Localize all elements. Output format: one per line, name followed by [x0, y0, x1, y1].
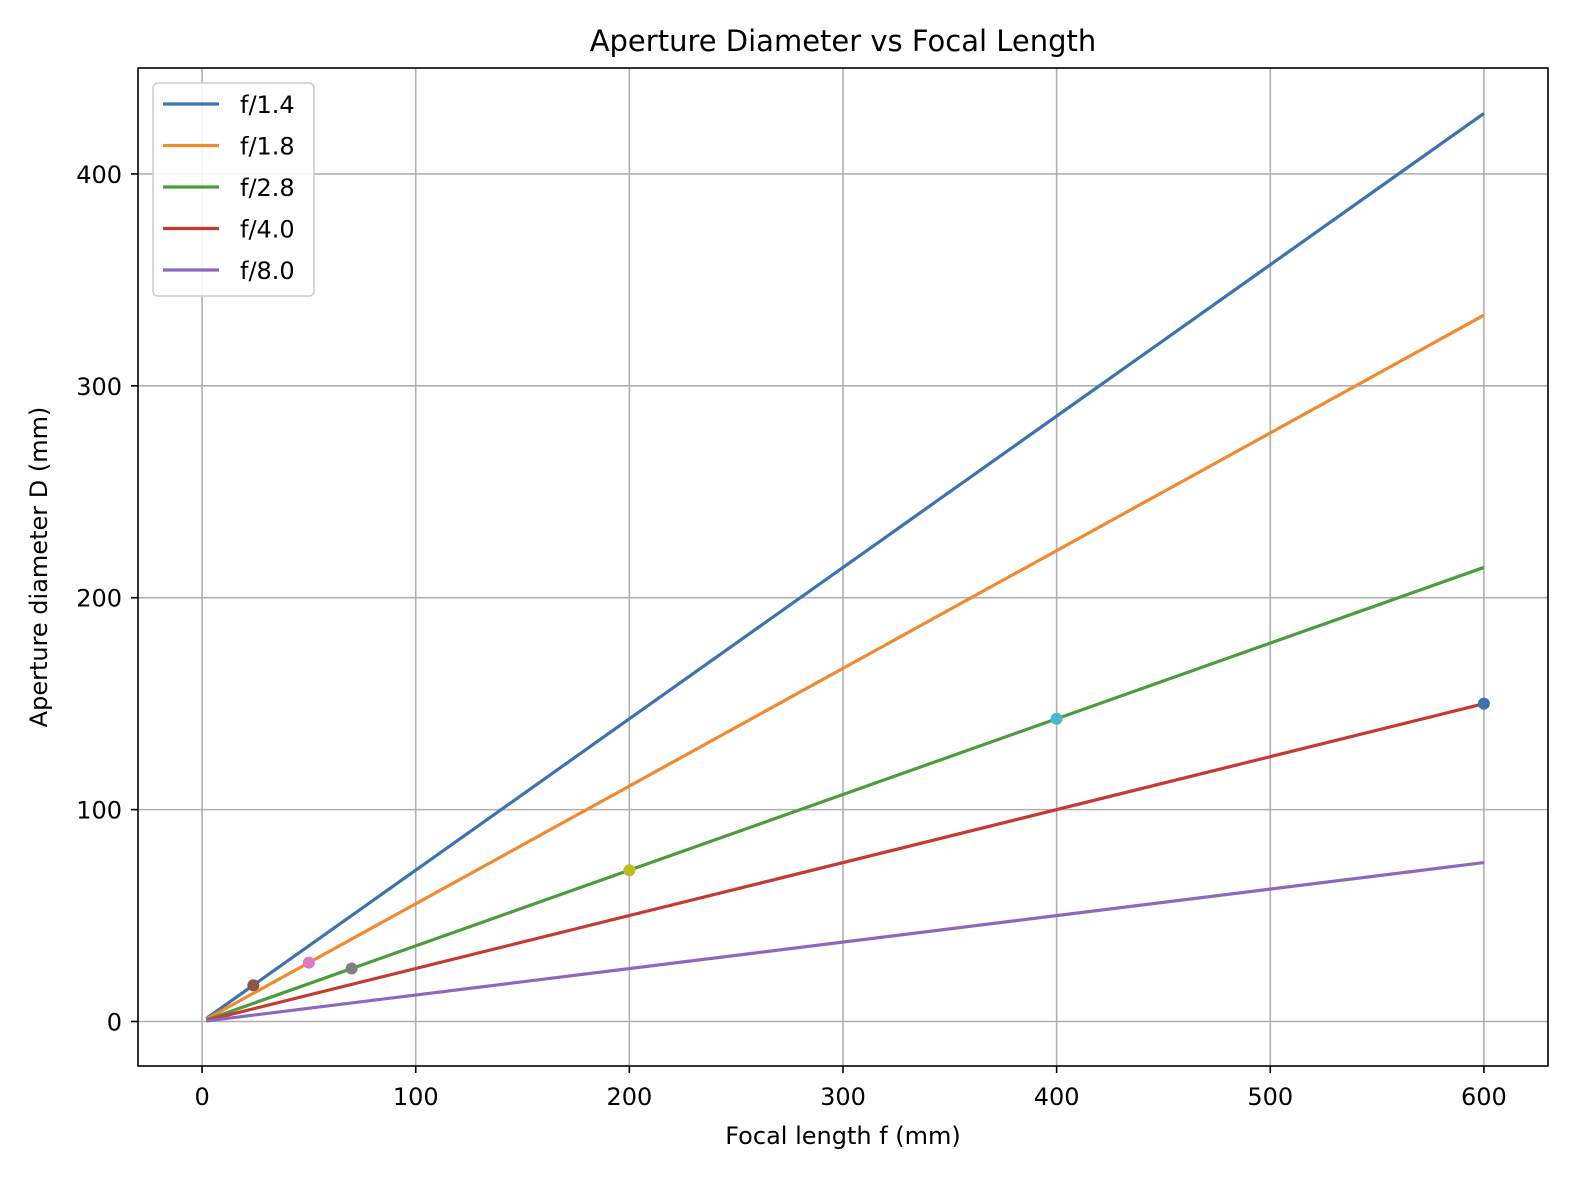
legend-label: f/8.0 [240, 257, 295, 285]
legend-label: f/4.0 [240, 216, 295, 244]
y-tick-label: 400 [76, 161, 122, 189]
x-axis-ticks: 0 100 200 300 400 500 600 [194, 1066, 1507, 1111]
y-tick-label: 300 [76, 373, 122, 401]
x-axis-label: Focal length f (mm) [725, 1122, 961, 1150]
x-tick-label: 200 [606, 1083, 652, 1111]
series-line-f-1-4 [205, 112, 1485, 1020]
x-tick-label: 500 [1247, 1083, 1293, 1111]
data-point [1477, 697, 1490, 710]
legend-label: f/1.8 [240, 133, 295, 161]
y-tick-label: 100 [76, 797, 122, 825]
data-point [623, 864, 636, 877]
x-tick-label: 300 [820, 1083, 866, 1111]
legend-label: f/2.8 [240, 174, 295, 202]
series-lines [205, 112, 1485, 1023]
series-line-f-2-8 [205, 565, 1485, 1022]
y-axis-ticks: 0 100 200 300 400 [76, 161, 138, 1037]
chart-title: Aperture Diameter vs Focal Length [590, 24, 1097, 58]
data-point [302, 956, 315, 969]
series-line-f-8-0 [206, 861, 1485, 1023]
y-tick-label: 0 [107, 1009, 122, 1037]
x-tick-label: 600 [1461, 1083, 1507, 1111]
legend-label: f/1.4 [240, 91, 295, 119]
data-point [247, 979, 260, 992]
x-tick-label: 0 [194, 1083, 209, 1111]
data-point [345, 962, 358, 975]
y-axis-label: Aperture diameter D (mm) [25, 407, 53, 728]
grid-lines [138, 68, 1548, 1066]
x-tick-label: 400 [1034, 1083, 1080, 1111]
x-tick-label: 100 [393, 1083, 439, 1111]
highlight-points [247, 697, 1490, 992]
series-line-f-1-8 [205, 313, 1485, 1021]
y-tick-label: 200 [76, 585, 122, 613]
data-point [1050, 712, 1063, 725]
legend-box [152, 82, 315, 297]
series-line-f-4-0 [205, 702, 1485, 1022]
legend: f/1.4 f/1.8 f/2.8 f/4.0 f/8.0 [152, 82, 315, 297]
